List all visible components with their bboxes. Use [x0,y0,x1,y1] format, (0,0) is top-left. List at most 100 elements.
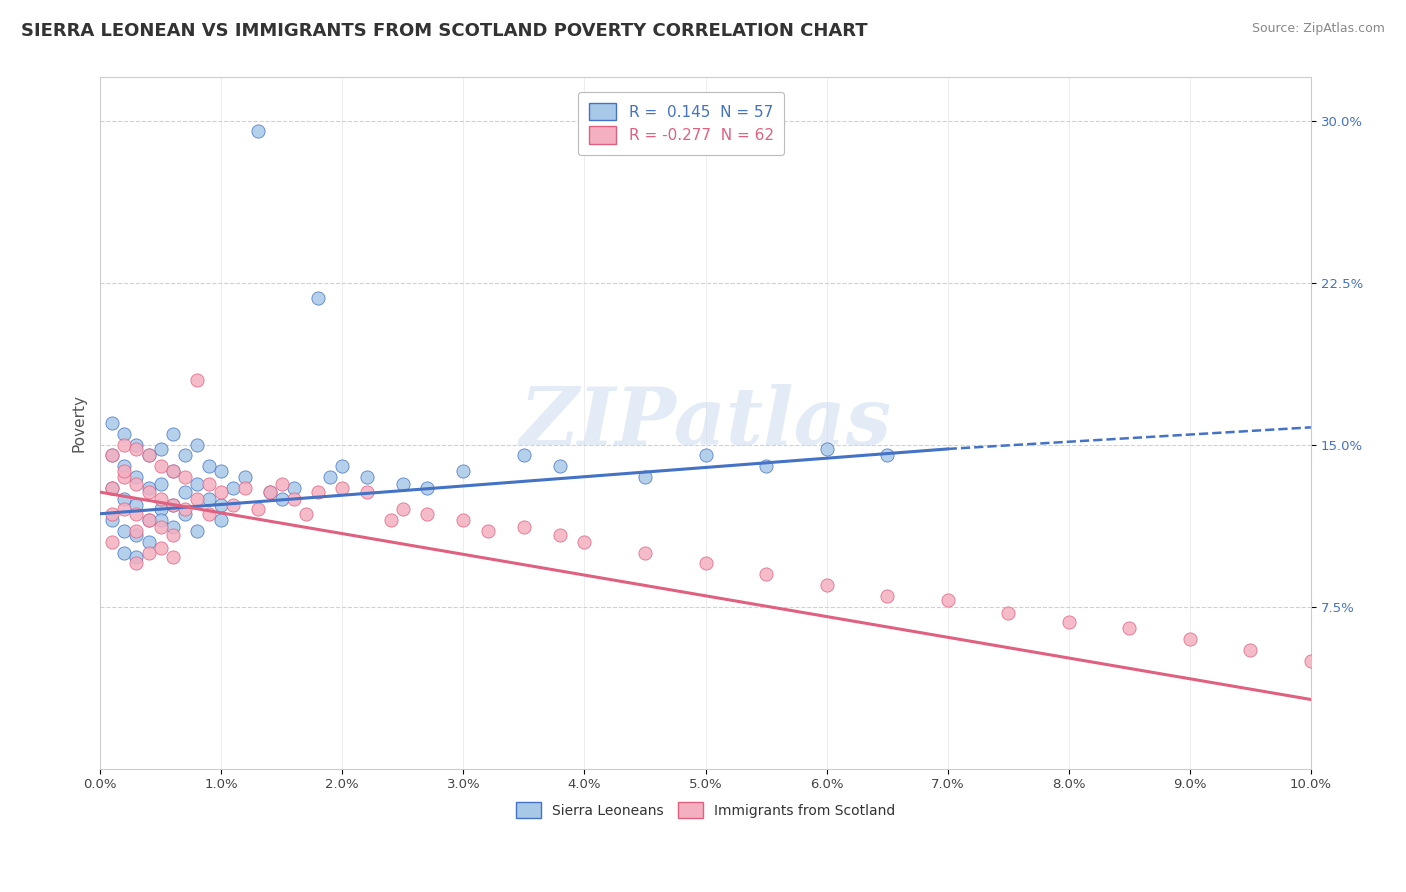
Point [101,481,124,495]
Point [138,481,160,495]
Point [149,491,172,506]
Point [198,507,221,521]
Y-axis label: Poverty: Poverty [72,394,86,452]
Point [209,464,232,478]
Point [477,524,499,538]
Point [416,481,439,495]
Point [695,557,717,571]
Point [173,485,195,500]
Point [162,426,184,441]
Point [198,491,221,506]
Point [356,470,378,484]
Point [416,507,439,521]
Point [112,491,135,506]
Point [209,513,232,527]
Text: Source: ZipAtlas.com: Source: ZipAtlas.com [1251,22,1385,36]
Point [815,578,838,592]
Point [149,513,172,527]
Point [1118,621,1140,635]
Point [125,437,148,451]
Point [283,491,305,506]
Point [634,546,657,560]
Point [270,476,292,491]
Point [392,476,415,491]
Point [513,519,536,533]
Point [186,491,208,506]
Point [1239,642,1261,657]
Point [330,481,353,495]
Point [634,470,657,484]
Point [138,513,160,527]
Point [125,498,148,512]
Point [162,498,184,512]
Point [453,464,475,478]
Point [307,291,329,305]
Point [198,459,221,474]
Point [173,502,195,516]
Point [138,449,160,463]
Point [1057,615,1080,629]
Point [548,528,571,542]
Point [755,567,778,582]
Point [1299,654,1322,668]
Point [876,589,898,603]
Point [125,507,148,521]
Point [259,485,281,500]
Point [380,513,402,527]
Point [997,606,1019,620]
Point [173,507,195,521]
Point [101,513,124,527]
Point [283,481,305,495]
Point [1178,632,1201,646]
Point [112,437,135,451]
Point [112,546,135,560]
Point [513,449,536,463]
Point [222,498,245,512]
Point [101,449,124,463]
Point [307,485,329,500]
Point [112,459,135,474]
Point [198,476,221,491]
Point [101,416,124,430]
Point [162,519,184,533]
Point [101,481,124,495]
Point [162,528,184,542]
Point [453,513,475,527]
Point [936,593,959,607]
Point [101,507,124,521]
Point [162,464,184,478]
Point [101,449,124,463]
Point [125,442,148,456]
Point [112,464,135,478]
Point [125,528,148,542]
Point [356,485,378,500]
Point [162,464,184,478]
Text: SIERRA LEONEAN VS IMMIGRANTS FROM SCOTLAND POVERTY CORRELATION CHART: SIERRA LEONEAN VS IMMIGRANTS FROM SCOTLA… [21,22,868,40]
Point [149,502,172,516]
Point [149,541,172,556]
Point [112,426,135,441]
Point [149,476,172,491]
Point [222,481,245,495]
Point [125,557,148,571]
Point [876,449,898,463]
Point [548,459,571,474]
Point [246,502,269,516]
Point [235,470,257,484]
Point [138,513,160,527]
Point [112,470,135,484]
Point [138,485,160,500]
Point [392,502,415,516]
Point [209,498,232,512]
Point [295,507,318,521]
Point [319,470,342,484]
Point [125,524,148,538]
Legend: Sierra Leoneans, Immigrants from Scotland: Sierra Leoneans, Immigrants from Scotlan… [510,797,901,824]
Point [235,481,257,495]
Point [149,459,172,474]
Point [186,437,208,451]
Point [112,524,135,538]
Point [695,449,717,463]
Point [574,534,596,549]
Point [149,442,172,456]
